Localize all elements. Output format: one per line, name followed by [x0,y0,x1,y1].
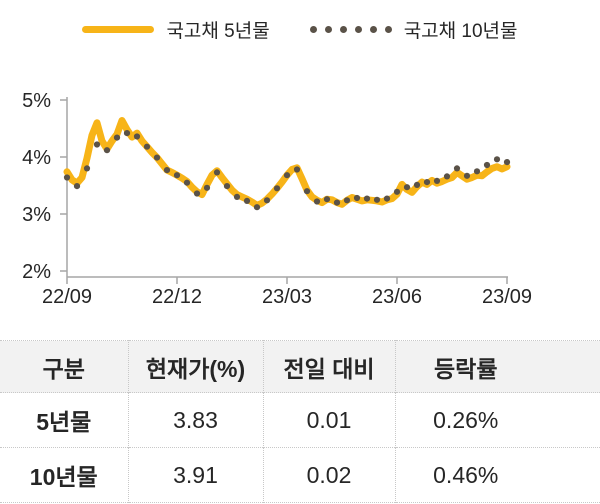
svg-text:3%: 3% [22,204,51,226]
dotted-line-swatch-icon [309,25,392,33]
chart-legend: 국고채 5년물 국고채 10년물 [0,12,600,46]
row-label-cell: 10년물 [29,464,98,490]
solid-line-swatch-icon [82,25,155,33]
current-price-cell: 3.83 [127,392,263,448]
daily-change-cell: 0.02 [262,447,395,503]
svg-text:2%: 2% [22,261,51,283]
bond-table: 구분 현재가(%) 전일 대비 등락률 5년물 3.83 0.01 0.26% … [0,340,600,503]
legend-item-5y: 국고채 5년물 [82,16,270,43]
row-label-cell: 5년물 [36,409,92,435]
header-change-rate: 등락률 [394,340,600,393]
legend-label-10y: 국고채 10년물 [403,20,518,42]
legend-label-5y: 국고채 5년물 [166,20,270,42]
svg-text:22/09: 22/09 [42,286,92,308]
table-header-row: 구분 현재가(%) 전일 대비 등락률 [0,340,600,393]
change-rate-cell: 0.26% [394,392,600,448]
daily-change-cell: 0.01 [262,392,395,448]
header-current-price: 현재가(%) [127,340,263,393]
bond-yield-chart: 5% 4% 3% 2% 22/09 22/12 23/03 23/06 23/09 [0,50,600,310]
svg-text:23/03: 23/03 [262,286,312,308]
header-category: 구분 [42,355,85,382]
svg-text:22/12: 22/12 [152,286,202,308]
svg-text:5%: 5% [22,90,51,112]
svg-text:23/09: 23/09 [482,286,532,308]
svg-text:23/06: 23/06 [372,286,422,308]
change-rate-cell: 0.46% [394,447,600,503]
table-row-5y: 5년물 3.83 0.01 0.26% [0,392,600,448]
svg-text:4%: 4% [22,147,51,169]
bond-yield-chart-canvas: 5% 4% 3% 2% 22/09 22/12 23/03 23/06 23/09 [22,90,532,308]
header-daily-change: 전일 대비 [262,340,395,393]
table-row-10y: 10년물 3.91 0.02 0.46% [0,447,600,503]
current-price-cell: 3.91 [127,447,263,503]
legend-item-10y: 국고채 10년물 [309,16,518,43]
